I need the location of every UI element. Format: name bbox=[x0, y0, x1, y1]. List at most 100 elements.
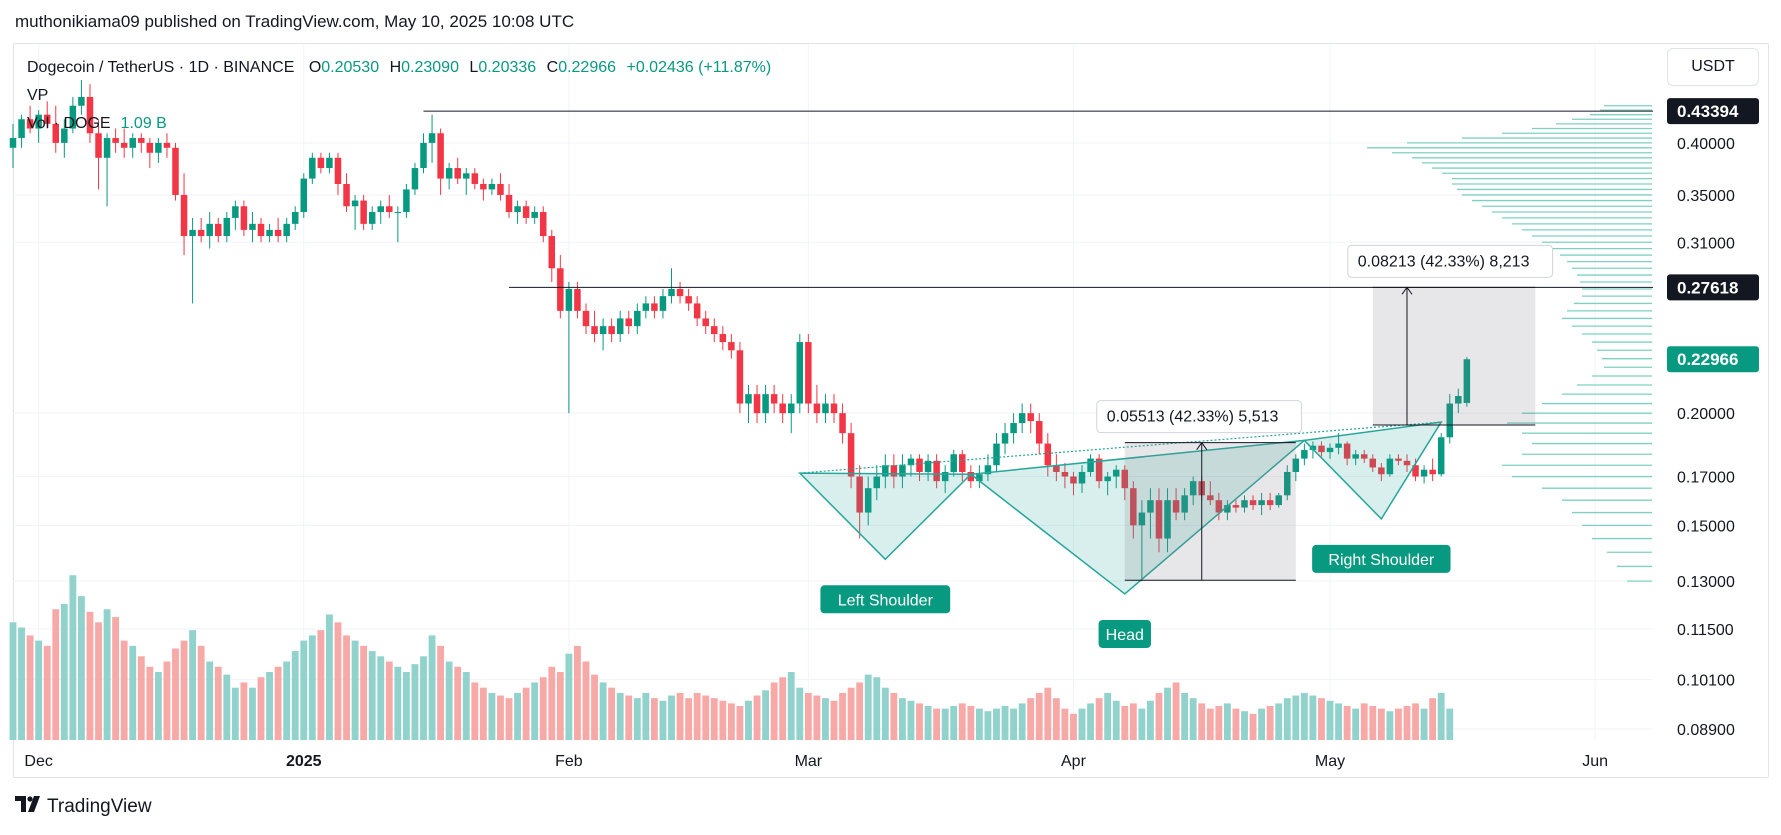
candle bbox=[941, 465, 949, 493]
volume-bar bbox=[975, 708, 983, 740]
candle-body bbox=[497, 183, 504, 195]
candle-body bbox=[822, 403, 829, 414]
volume-bar bbox=[531, 682, 539, 740]
volume-label[interactable]: Vol · DOGE bbox=[27, 115, 111, 132]
x-axis: Dec 2025 Feb Mar Apr May Jun bbox=[24, 753, 1608, 770]
candle bbox=[591, 310, 598, 343]
candle-body bbox=[1301, 449, 1308, 459]
x-tick-label: Apr bbox=[1061, 753, 1087, 770]
currency-button[interactable]: USDT bbox=[1667, 48, 1759, 86]
candle bbox=[770, 384, 778, 414]
candle bbox=[745, 384, 752, 424]
volume-bar bbox=[753, 695, 761, 740]
candle bbox=[762, 384, 769, 424]
candle-body bbox=[702, 318, 709, 327]
candle bbox=[403, 183, 410, 218]
candle bbox=[43, 101, 51, 129]
candle bbox=[497, 173, 504, 201]
candle-body bbox=[257, 223, 265, 237]
candle bbox=[557, 255, 564, 319]
price-label-bg bbox=[1667, 98, 1759, 125]
candle bbox=[950, 449, 957, 477]
measure-area bbox=[1372, 287, 1536, 425]
vp-indicator-label[interactable]: VP bbox=[27, 87, 49, 104]
volume-bar bbox=[445, 661, 453, 740]
volume-bar bbox=[1044, 687, 1052, 740]
candle-body bbox=[899, 465, 906, 477]
candle bbox=[1189, 476, 1197, 506]
candle bbox=[668, 268, 675, 304]
candle-body bbox=[531, 212, 538, 218]
candle bbox=[984, 454, 992, 482]
candle-body bbox=[1053, 465, 1060, 472]
measure-label: 0.05513 (42.33%) 5,513 bbox=[1107, 409, 1279, 426]
candle bbox=[69, 96, 77, 134]
candle-body bbox=[129, 138, 136, 148]
volume-bar bbox=[154, 672, 162, 740]
candle-body bbox=[616, 318, 624, 335]
volume-bar bbox=[1155, 692, 1163, 740]
volume-bar bbox=[1010, 708, 1018, 740]
volume-bar bbox=[163, 661, 171, 740]
volume-bar bbox=[1172, 682, 1180, 740]
candle-body bbox=[668, 288, 675, 297]
candle-body bbox=[805, 342, 812, 404]
volume-bar bbox=[633, 698, 641, 740]
volume-bar bbox=[1266, 706, 1274, 740]
high-label: H bbox=[389, 59, 402, 76]
volume-bar bbox=[1198, 703, 1206, 740]
candle-body bbox=[1104, 476, 1111, 482]
candle-body bbox=[1018, 413, 1026, 424]
candle bbox=[249, 212, 256, 243]
candle bbox=[899, 454, 906, 489]
volume-bar bbox=[197, 645, 205, 740]
volume-bar bbox=[180, 640, 188, 740]
volume-bar bbox=[650, 698, 658, 740]
candle bbox=[873, 465, 881, 501]
candle bbox=[805, 334, 812, 414]
candle bbox=[1403, 454, 1411, 472]
candle-body bbox=[1463, 359, 1471, 403]
candle-body bbox=[1027, 413, 1034, 422]
tradingview-logo[interactable]: TradingView bbox=[15, 796, 152, 818]
candle-body bbox=[634, 310, 641, 327]
candle-body bbox=[753, 394, 761, 414]
candle bbox=[1446, 394, 1453, 444]
candle-body bbox=[813, 403, 821, 414]
candle-body bbox=[993, 443, 1000, 466]
volume-bar bbox=[1147, 700, 1154, 740]
candle bbox=[856, 465, 863, 539]
volume-bar bbox=[257, 677, 265, 740]
y-tick-label: 0.31000 bbox=[1677, 235, 1735, 252]
volume-bar bbox=[1437, 692, 1445, 740]
candle bbox=[693, 296, 701, 327]
volume-bar bbox=[770, 682, 778, 740]
volume-bar bbox=[497, 695, 504, 740]
x-tick-label: Feb bbox=[555, 753, 583, 770]
volume-bar bbox=[1078, 708, 1086, 740]
candle bbox=[634, 303, 641, 335]
candle-body bbox=[172, 147, 179, 195]
candle-body bbox=[1412, 465, 1419, 477]
measure-label-box bbox=[1096, 400, 1303, 434]
volume-bar bbox=[1292, 695, 1300, 740]
candle bbox=[787, 394, 795, 434]
volume-bar bbox=[1258, 708, 1266, 740]
candle bbox=[454, 157, 461, 184]
symbol-title[interactable]: Dogecoin / TetherUS · 1D · BINANCE bbox=[27, 59, 295, 76]
candle bbox=[1284, 465, 1291, 501]
volume-bar bbox=[326, 614, 333, 740]
chart-legend: Dogecoin / TetherUS · 1D · BINANCE O0.20… bbox=[27, 54, 771, 138]
volume-bar bbox=[565, 653, 573, 740]
candle-body bbox=[736, 350, 744, 404]
volume-bar bbox=[1275, 703, 1283, 740]
candle-body bbox=[847, 433, 855, 477]
candle bbox=[360, 194, 367, 230]
volume-bar bbox=[804, 692, 812, 740]
candle-body bbox=[146, 142, 154, 153]
candle bbox=[283, 217, 290, 243]
candle-body bbox=[1249, 500, 1257, 506]
candle bbox=[35, 110, 42, 143]
price-label: 0.27618 bbox=[1677, 278, 1738, 297]
